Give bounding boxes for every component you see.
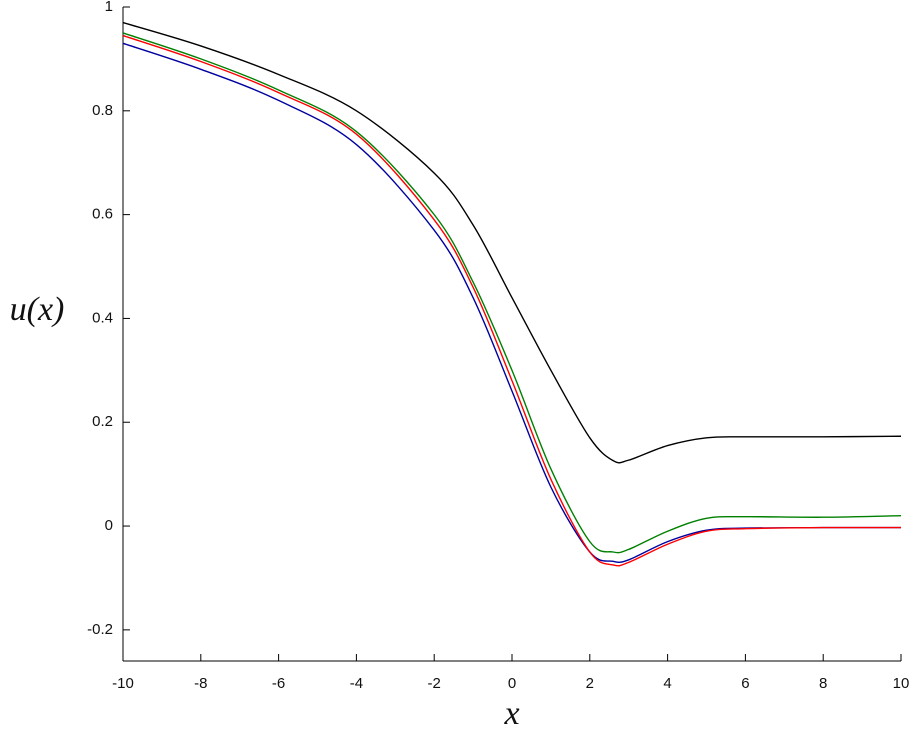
x-tick-label: 10 xyxy=(893,675,910,692)
y-axis-label: u(x) xyxy=(10,291,65,328)
y-tick-label: 1 xyxy=(105,0,113,15)
line-series xyxy=(122,34,902,567)
y-tick-label: -0.2 xyxy=(87,621,113,638)
x-tick-label: -6 xyxy=(272,675,285,692)
x-tick-label: 4 xyxy=(663,675,671,692)
x-tick-label: 2 xyxy=(586,675,594,692)
line-series xyxy=(122,32,902,554)
x-axis-label: x xyxy=(503,695,519,730)
line-series xyxy=(122,42,902,563)
x-tick-label: 0 xyxy=(508,675,516,692)
x-tick-label: -8 xyxy=(194,675,207,692)
x-tick-label: 8 xyxy=(819,675,827,692)
line-series xyxy=(122,21,902,464)
y-tick-label: 0 xyxy=(105,517,113,534)
y-tick-label: 0.6 xyxy=(92,206,113,223)
y-tick-label: 0.8 xyxy=(92,102,113,119)
y-tick-label: 0.2 xyxy=(92,413,113,430)
x-tick-label: 6 xyxy=(741,675,749,692)
y-tick-label: 0.4 xyxy=(92,309,113,326)
x-tick-label: -10 xyxy=(112,675,134,692)
x-tick-label: -4 xyxy=(350,675,363,692)
x-tick-label: -2 xyxy=(428,675,441,692)
